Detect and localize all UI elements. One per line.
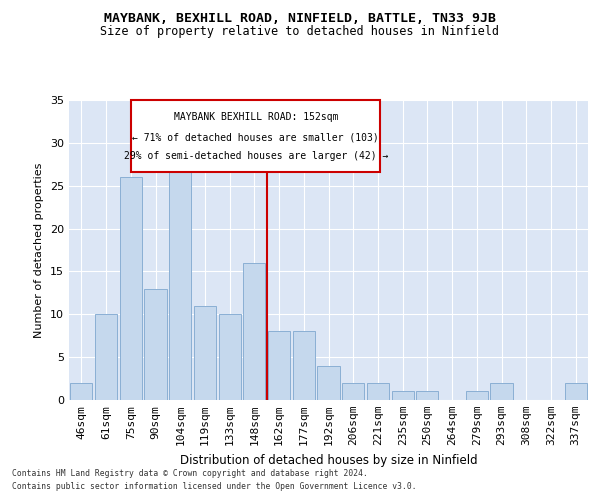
- Text: Contains public sector information licensed under the Open Government Licence v3: Contains public sector information licen…: [12, 482, 416, 491]
- Bar: [218, 314, 241, 400]
- Bar: [293, 332, 315, 400]
- Bar: [169, 168, 191, 400]
- Text: MAYBANK, BEXHILL ROAD, NINFIELD, BATTLE, TN33 9JB: MAYBANK, BEXHILL ROAD, NINFIELD, BATTLE,…: [104, 12, 496, 26]
- Bar: [70, 383, 92, 400]
- Bar: [145, 288, 167, 400]
- Bar: [268, 332, 290, 400]
- Bar: [416, 392, 439, 400]
- Bar: [392, 392, 414, 400]
- Bar: [119, 177, 142, 400]
- Text: Size of property relative to detached houses in Ninfield: Size of property relative to detached ho…: [101, 25, 499, 38]
- Text: ← 71% of detached houses are smaller (103): ← 71% of detached houses are smaller (10…: [133, 133, 379, 143]
- Text: MAYBANK BEXHILL ROAD: 152sqm: MAYBANK BEXHILL ROAD: 152sqm: [173, 112, 338, 122]
- Bar: [317, 366, 340, 400]
- Text: Contains HM Land Registry data © Crown copyright and database right 2024.: Contains HM Land Registry data © Crown c…: [12, 469, 368, 478]
- Bar: [342, 383, 364, 400]
- X-axis label: Distribution of detached houses by size in Ninfield: Distribution of detached houses by size …: [179, 454, 478, 466]
- Bar: [131, 100, 380, 172]
- Text: 29% of semi-detached houses are larger (42) →: 29% of semi-detached houses are larger (…: [124, 151, 388, 161]
- Bar: [490, 383, 512, 400]
- Bar: [466, 392, 488, 400]
- Bar: [565, 383, 587, 400]
- Y-axis label: Number of detached properties: Number of detached properties: [34, 162, 44, 338]
- Bar: [243, 263, 265, 400]
- Bar: [194, 306, 216, 400]
- Bar: [367, 383, 389, 400]
- Bar: [95, 314, 117, 400]
